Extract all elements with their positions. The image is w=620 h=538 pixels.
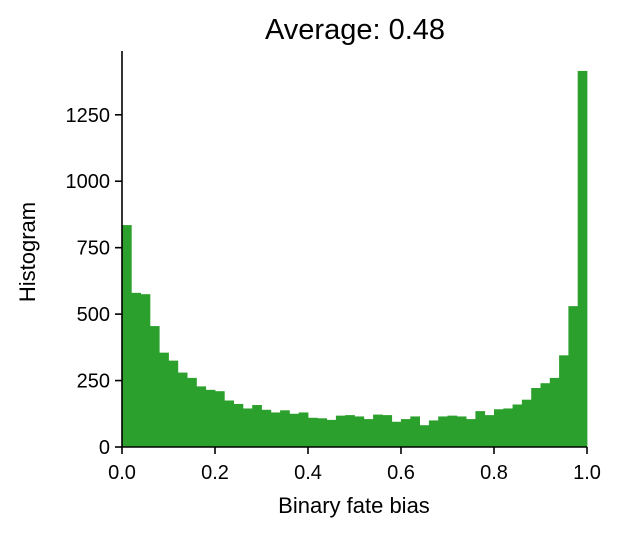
histogram-bar xyxy=(466,419,476,447)
histogram-bar xyxy=(317,418,327,447)
x-axis-label: Binary fate bias xyxy=(278,493,430,518)
histogram-bar xyxy=(540,383,551,447)
histogram-bar xyxy=(512,404,523,447)
y-tick-label: 0 xyxy=(99,437,110,459)
histogram-bar xyxy=(419,425,430,447)
histogram-bar xyxy=(233,403,244,447)
histogram-bar xyxy=(177,372,188,447)
histogram-bar xyxy=(196,386,207,447)
x-tick-label: 0.8 xyxy=(480,462,508,484)
histogram-bar xyxy=(252,405,262,447)
histogram-bar xyxy=(224,400,234,447)
histogram-bar xyxy=(187,377,197,447)
y-tick-label: 1250 xyxy=(66,105,111,127)
histogram-bar xyxy=(345,415,355,447)
histogram-bar xyxy=(270,412,281,447)
x-tick-label: 0.2 xyxy=(201,462,229,484)
histogram-bar xyxy=(531,388,541,447)
histogram-bar xyxy=(122,225,132,447)
histogram-bar xyxy=(242,408,253,447)
histogram-bar xyxy=(410,416,420,447)
histogram-bar xyxy=(521,399,532,447)
y-tick-label: 1000 xyxy=(66,171,111,193)
y-axis-label: Histogram xyxy=(15,202,40,302)
y-tick-label: 500 xyxy=(77,304,110,326)
histogram-bar xyxy=(484,415,495,447)
histogram-bar xyxy=(401,419,411,447)
histogram-bar xyxy=(503,408,513,447)
histogram-bar xyxy=(447,415,458,447)
histogram-bar xyxy=(577,70,588,448)
histogram-bar xyxy=(438,416,448,447)
histogram-bar xyxy=(308,417,318,447)
histogram-bar xyxy=(168,360,179,447)
histogram-bar xyxy=(298,412,309,447)
histogram-bar xyxy=(456,416,467,447)
y-tick-label: 250 xyxy=(77,371,110,393)
histogram-bar xyxy=(335,415,346,447)
histogram-bar xyxy=(205,389,216,447)
histogram-bar xyxy=(215,391,225,447)
histogram-bar xyxy=(428,420,439,447)
histogram-bar xyxy=(494,409,504,447)
histogram-bar xyxy=(475,411,486,447)
x-tick-label: 0.6 xyxy=(387,462,415,484)
histogram-bar xyxy=(559,355,569,447)
histogram-bar xyxy=(568,306,579,447)
bars-group xyxy=(122,70,588,448)
y-ticks-group: 0 250 500 750 1000 1250 xyxy=(66,105,122,459)
histogram-bar xyxy=(549,377,560,447)
x-tick-label: 0.0 xyxy=(108,462,136,484)
histogram-bar xyxy=(326,419,337,447)
histogram-bar xyxy=(382,415,393,447)
histogram-bar xyxy=(354,416,365,447)
histogram-bar xyxy=(363,419,374,447)
histogram-bar xyxy=(289,413,300,447)
x-tick-label: 0.4 xyxy=(294,462,322,484)
y-tick-label: 750 xyxy=(77,238,110,260)
histogram-bar xyxy=(280,410,290,447)
chart-title: Average: 0.48 xyxy=(265,14,445,46)
x-ticks-group: 0.0 0.2 0.4 0.6 0.8 1.0 xyxy=(108,447,601,484)
x-tick-label: 1.0 xyxy=(573,462,601,484)
histogram-bar xyxy=(159,352,169,447)
histogram-bar xyxy=(140,294,151,447)
histogram-bar xyxy=(261,409,272,447)
histogram-bar xyxy=(149,326,160,447)
histogram-bar xyxy=(391,421,402,447)
histogram-bar xyxy=(373,414,383,447)
histogram-bar xyxy=(131,292,141,447)
